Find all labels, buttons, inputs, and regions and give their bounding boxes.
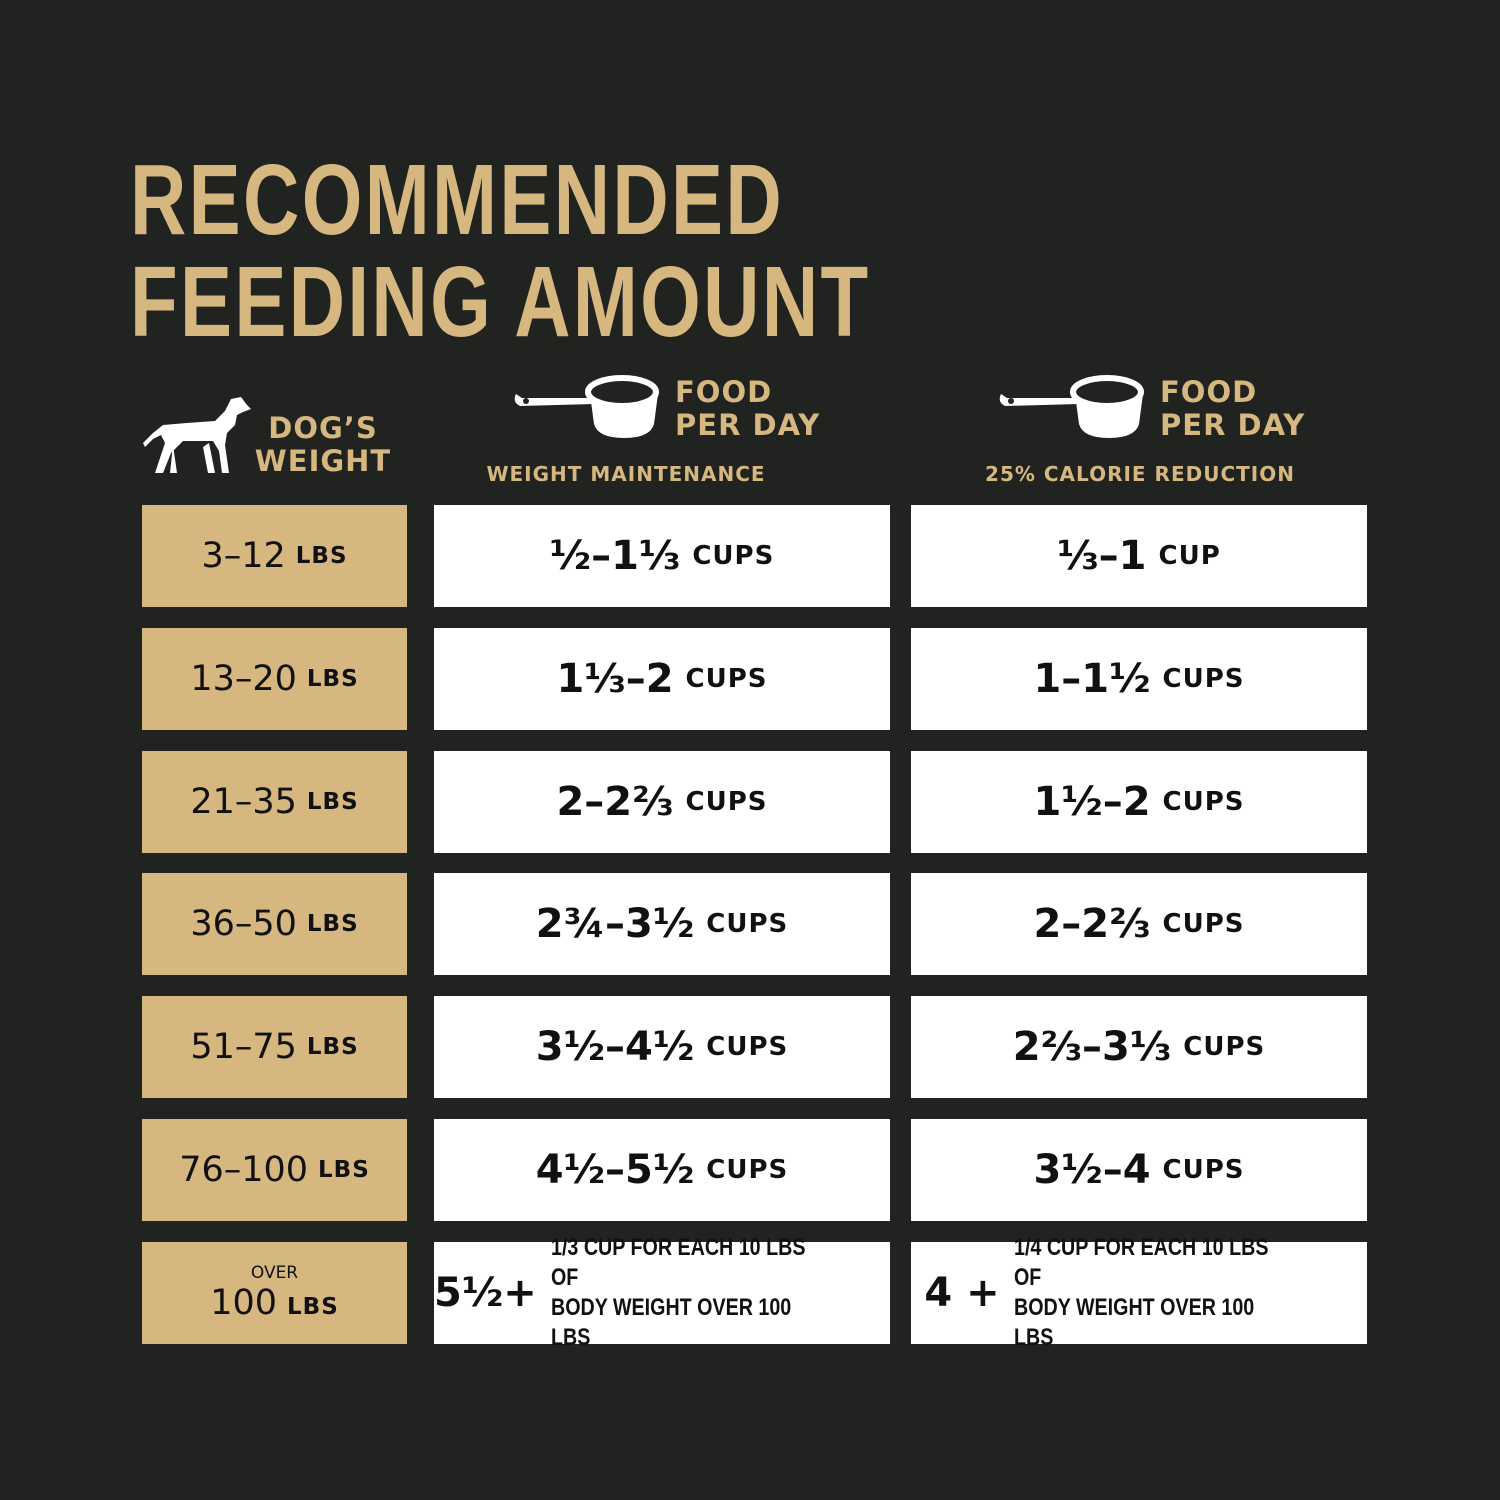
amount: 2–2⅔ <box>556 779 674 825</box>
note-line: BODY WEIGHT OVER 100 LBS <box>1013 1294 1254 1351</box>
weight-cell: 36–50 LBS <box>142 873 407 975</box>
note-line: BODY WEIGHT OVER 100 LBS <box>550 1294 791 1351</box>
amount: 4½–5½ <box>535 1147 695 1193</box>
unit: CUPS <box>685 664 768 694</box>
weight-range: 3–12 <box>201 536 286 576</box>
weight-unit: LBS <box>306 911 359 937</box>
column-label: PER DAY <box>675 408 821 442</box>
amount: 3½–4½ <box>535 1024 695 1070</box>
weight-range: 51–75 <box>190 1027 297 1067</box>
weight-unit: LBS <box>306 789 359 815</box>
amount-cell: 2¾–3½ CUPS <box>434 873 890 975</box>
cup-icon <box>514 375 659 438</box>
cup-icon <box>999 375 1144 438</box>
amount: 2⅔–3⅓ <box>1012 1024 1172 1070</box>
amount-cell: 2–2⅔ CUPS <box>911 873 1367 975</box>
amount-cell: 2⅔–3⅓ CUPS <box>911 996 1367 1098</box>
unit: CUPS <box>1162 1155 1245 1185</box>
weight-cell: 3–12 LBS <box>142 505 407 607</box>
weight-cell: 51–75 LBS <box>142 996 407 1098</box>
note-line: 1/3 CUP FOR EACH 10 LBS OF <box>550 1234 806 1291</box>
weight-range: 21–35 <box>190 782 297 822</box>
amount-cell: 5½+ 1/3 CUP FOR EACH 10 LBS OF BODY WEIGHT… <box>434 1234 890 1351</box>
weight-unit: LBS <box>318 1157 370 1183</box>
weight-cell: 21–35 LBS <box>142 751 407 853</box>
amount-cell: 3½–4 CUPS <box>911 1119 1367 1221</box>
amount: ½–1⅓ <box>549 533 681 579</box>
amount: 1⅓–2 <box>556 656 674 702</box>
note: 1/3 CUP FOR EACH 10 LBS OF BODY WEIGHT OV… <box>551 1233 829 1353</box>
column-label: PER DAY <box>1160 408 1306 442</box>
amount-cell: 1½–2 CUPS <box>911 751 1367 853</box>
amount: 4 + <box>924 1270 1000 1316</box>
column-label: FOOD <box>1160 375 1258 409</box>
amount-cell: ½–1⅓ CUPS <box>434 505 890 607</box>
amount-cell: 3½–4½ CUPS <box>434 996 890 1098</box>
unit: CUPS <box>706 1155 789 1185</box>
unit: CUP <box>1158 541 1221 571</box>
weight-stack: OVER 100 LBS <box>210 1263 339 1323</box>
unit: CUPS <box>1183 1032 1266 1062</box>
unit: CUPS <box>1162 664 1245 694</box>
weight-unit: LBS <box>306 1034 359 1060</box>
amount: ⅓–1 <box>1057 533 1147 579</box>
unit: CUPS <box>692 541 775 571</box>
amount-cell: 4 + 1/4 CUP FOR EACH 10 LBS OF BODY WEIGHT… <box>911 1234 1367 1351</box>
weight-line: 100 LBS <box>210 1283 339 1323</box>
column-label: WEIGHT <box>254 444 392 478</box>
amount-cell: 4½–5½ CUPS <box>434 1119 890 1221</box>
note: 1/4 CUP FOR EACH 10 LBS OF BODY WEIGHT OV… <box>1014 1233 1293 1353</box>
column-subtitle: 25% CALORIE REDUCTION <box>985 462 1295 486</box>
column-label: DOG’S <box>268 411 378 445</box>
weight-range: 13–20 <box>190 659 297 699</box>
weight-unit: LBS <box>306 666 359 692</box>
weight-range: 100 <box>210 1283 278 1323</box>
amount: 2¾–3½ <box>535 901 695 947</box>
weight-prefix: OVER <box>250 1263 299 1283</box>
column-label: FOOD <box>675 375 773 409</box>
column-subtitle: WEIGHT MAINTENANCE <box>486 462 766 486</box>
amount-cell: 1⅓–2 CUPS <box>434 628 890 730</box>
amount: 1½–2 <box>1033 779 1151 825</box>
unit: CUPS <box>1162 787 1245 817</box>
amount: 3½–4 <box>1033 1147 1151 1193</box>
amount-cell: 2–2⅔ CUPS <box>434 751 890 853</box>
weight-unit: LBS <box>295 543 348 569</box>
title-line: RECOMMENDED <box>130 144 785 256</box>
weight-range: 76–100 <box>179 1150 309 1190</box>
title-line: FEEDING AMOUNT <box>130 246 871 358</box>
note-line: 1/4 CUP FOR EACH 10 LBS OF <box>1013 1234 1269 1291</box>
amount: 5½+ <box>434 1270 537 1316</box>
amount: 2–2⅔ <box>1033 901 1151 947</box>
unit: CUPS <box>685 787 768 817</box>
unit: CUPS <box>706 1032 789 1062</box>
weight-cell: 76–100 LBS <box>142 1119 407 1221</box>
amount-cell: 1–1½ CUPS <box>911 628 1367 730</box>
weight-unit: LBS <box>287 1294 339 1320</box>
weight-cell: OVER 100 LBS <box>142 1242 407 1344</box>
unit: CUPS <box>1162 909 1245 939</box>
amount-cell: ⅓–1 CUP <box>911 505 1367 607</box>
unit: CUPS <box>706 909 789 939</box>
weight-range: 36–50 <box>190 904 297 944</box>
amount: 1–1½ <box>1033 656 1151 702</box>
weight-cell: 13–20 LBS <box>142 628 407 730</box>
dog-icon <box>143 397 251 473</box>
